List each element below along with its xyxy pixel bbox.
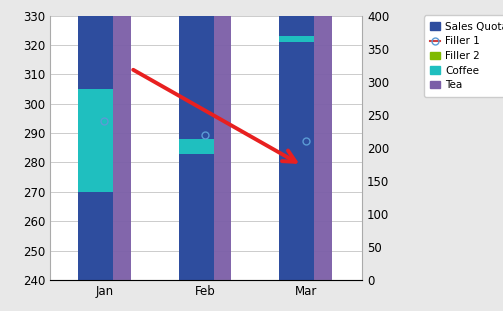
Bar <box>179 0 214 280</box>
Bar <box>300 0 332 280</box>
Bar <box>78 89 113 192</box>
Bar <box>200 0 231 280</box>
Bar <box>279 0 314 280</box>
Bar <box>99 0 131 280</box>
Bar <box>179 139 214 154</box>
Bar <box>279 36 314 42</box>
Legend: Sales Quota, Filler 1, Filler 2, Coffee, Tea: Sales Quota, Filler 1, Filler 2, Coffee,… <box>424 16 503 97</box>
Bar <box>78 0 113 280</box>
